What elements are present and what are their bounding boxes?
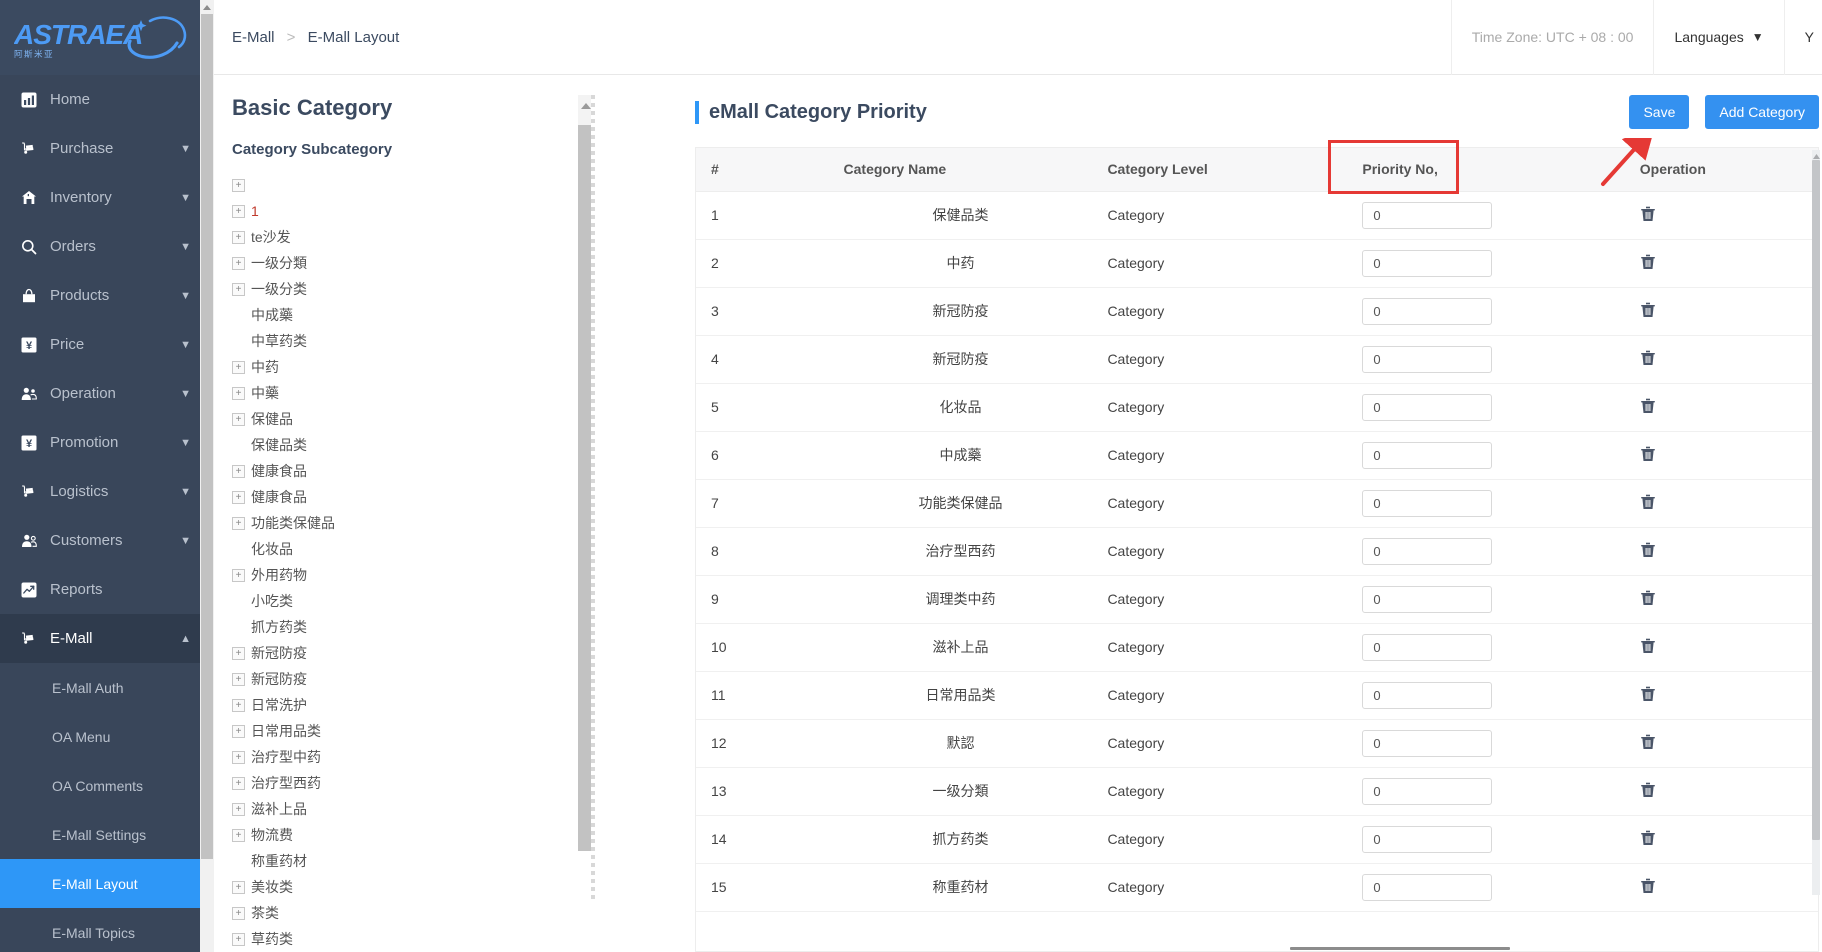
svg-text:ASTRAEA: ASTRAEA — [14, 19, 142, 50]
svg-text:阿斯米亚: 阿斯米亚 — [14, 49, 54, 59]
svg-text:¥: ¥ — [26, 340, 33, 352]
svg-text:¥: ¥ — [26, 438, 33, 450]
